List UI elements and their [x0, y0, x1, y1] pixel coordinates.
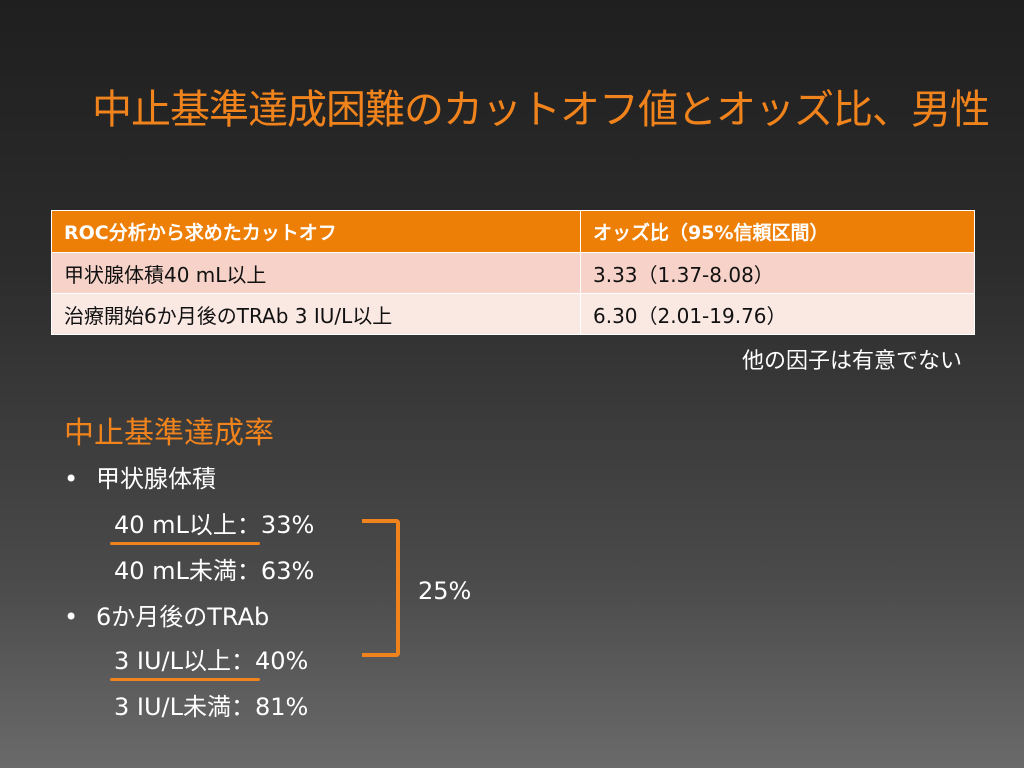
- rate-value: ：33%: [236, 511, 315, 539]
- highlight-underline: [110, 678, 260, 681]
- rate-line: 3 IU/L未満：81%: [114, 690, 308, 724]
- note-text: 他の因子は有意でない: [741, 349, 962, 374]
- table-header-row: ROC分析から求めたカットオフ オッズ比（95%信頼区間）: [51, 210, 975, 253]
- bullet-label: 6か月後のTRAb: [96, 603, 270, 631]
- rate-line: 40 mL以上：33%: [114, 508, 314, 542]
- rate-value: ：63%: [236, 557, 315, 585]
- rate-line: 3 IU/L以上：40%: [114, 644, 308, 678]
- rate-condition: 3 IU/L以上: [114, 647, 231, 675]
- bracket-label: 25%: [418, 577, 472, 605]
- cell-cutoff: 甲状腺体積40 mL以上: [51, 252, 581, 294]
- rate-condition: 40 mL以上: [114, 511, 237, 539]
- rate-line: 40 mL未満：63%: [114, 554, 314, 588]
- rate-value: ：40%: [231, 647, 309, 675]
- cell-odds-ratio: 3.33（1.37-8.08）: [580, 252, 975, 294]
- cutoff-table: ROC分析から求めたカットオフ オッズ比（95%信頼区間） 甲状腺体積40 mL…: [51, 210, 975, 335]
- rate-value: ：81%: [231, 693, 309, 721]
- cell-cutoff: 治療開始6か月後のTRAb 3 IU/L以上: [51, 293, 581, 335]
- table-row: 甲状腺体積40 mL以上 3.33（1.37-8.08）: [51, 252, 975, 294]
- table-row: 治療開始6か月後のTRAb 3 IU/L以上 6.30（2.01-19.76）: [51, 293, 975, 335]
- bullet-label: 甲状腺体積: [96, 465, 216, 493]
- bullet-item: • 甲状腺体積: [64, 462, 216, 496]
- header-cutoff: ROC分析から求めたカットオフ: [51, 210, 581, 253]
- bullet-item: • 6か月後のTRAb: [64, 600, 269, 634]
- rate-condition: 40 mL未満: [114, 557, 237, 585]
- section-heading: 中止基準達成率: [64, 416, 274, 451]
- comparison-bracket: [362, 519, 400, 657]
- slide-title: 中止基準達成困難のカットオフ値とオッズ比、男性: [92, 87, 990, 133]
- highlight-underline: [110, 542, 260, 545]
- header-odds-ratio: オッズ比（95%信頼区間）: [580, 210, 975, 253]
- cell-odds-ratio: 6.30（2.01-19.76）: [580, 293, 975, 335]
- bullet-dot: •: [64, 465, 79, 493]
- rate-condition: 3 IU/L未満: [114, 693, 231, 721]
- bullet-dot: •: [64, 603, 79, 631]
